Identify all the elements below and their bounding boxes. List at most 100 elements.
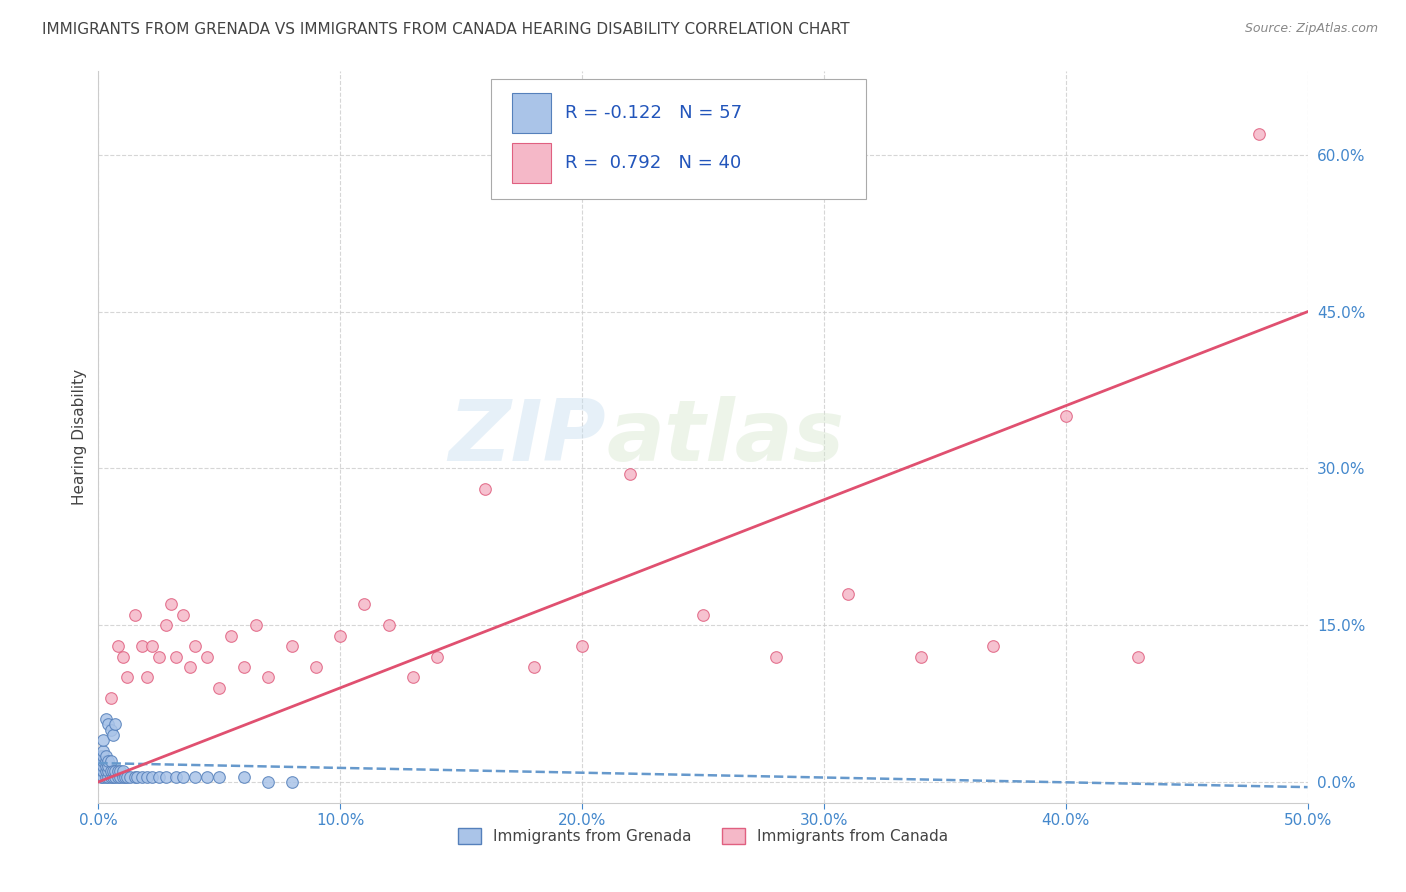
Point [94, 770, 117, 784]
Point [256, 670, 278, 684]
Point [474, 483, 496, 497]
Point [124, 770, 146, 784]
Point [910, 649, 932, 664]
Point [117, 770, 139, 784]
Point [765, 649, 787, 664]
Point [377, 618, 399, 632]
Point [104, 717, 127, 731]
Point [1128, 649, 1150, 664]
Point [100, 691, 122, 706]
Point [221, 629, 243, 643]
Point [571, 639, 593, 653]
Point [91, 770, 114, 784]
Point [91, 759, 114, 773]
Point [97, 764, 120, 779]
Point [90, 770, 112, 784]
Point [117, 670, 139, 684]
Point [172, 607, 194, 622]
Point [94, 712, 117, 726]
Point [107, 639, 129, 653]
Text: atlas: atlas [606, 395, 845, 479]
Point [141, 770, 163, 784]
Point [91, 764, 114, 779]
Point [100, 754, 122, 768]
Point [111, 649, 134, 664]
Point [281, 639, 304, 653]
Point [160, 597, 183, 611]
Text: ZIP: ZIP [449, 395, 606, 479]
Point [104, 770, 127, 784]
Point [91, 733, 114, 747]
Point [165, 770, 187, 784]
Point [981, 639, 1004, 653]
Point [97, 717, 120, 731]
Point [148, 770, 170, 784]
Point [101, 764, 124, 779]
Point [619, 467, 641, 481]
Point [329, 629, 352, 643]
Point [118, 770, 141, 784]
Point [97, 754, 120, 768]
Point [111, 764, 134, 779]
Point [107, 770, 129, 784]
Point [523, 660, 546, 674]
Point [305, 660, 328, 674]
Point [97, 770, 120, 784]
Point [135, 770, 157, 784]
Point [90, 759, 112, 773]
Point [1249, 127, 1271, 141]
Text: IMMIGRANTS FROM GRENADA VS IMMIGRANTS FROM CANADA HEARING DISABILITY CORRELATION: IMMIGRANTS FROM GRENADA VS IMMIGRANTS FR… [42, 22, 849, 37]
Legend: Immigrants from Grenada, Immigrants from Canada: Immigrants from Grenada, Immigrants from… [451, 822, 955, 850]
Point [108, 764, 131, 779]
Point [232, 660, 254, 674]
Point [281, 775, 304, 789]
Point [107, 764, 129, 779]
Point [195, 649, 218, 664]
Point [108, 770, 131, 784]
Point [135, 670, 157, 684]
Point [131, 770, 153, 784]
Point [195, 770, 218, 784]
Point [155, 618, 177, 632]
Point [94, 764, 117, 779]
Point [114, 770, 136, 784]
Point [232, 770, 254, 784]
Point [94, 748, 117, 763]
Point [101, 728, 124, 742]
Point [692, 607, 714, 622]
Point [172, 770, 194, 784]
Point [148, 649, 170, 664]
Point [141, 639, 163, 653]
Point [100, 764, 122, 779]
Text: R = -0.122   N = 57: R = -0.122 N = 57 [565, 104, 742, 122]
Point [353, 597, 375, 611]
Point [256, 775, 278, 789]
Point [94, 759, 117, 773]
Point [245, 618, 267, 632]
FancyBboxPatch shape [512, 93, 551, 133]
Point [104, 764, 127, 779]
Point [90, 764, 112, 779]
FancyBboxPatch shape [492, 78, 866, 200]
Point [184, 770, 207, 784]
Point [179, 660, 201, 674]
Point [1054, 409, 1077, 424]
Point [100, 770, 122, 784]
Point [208, 770, 231, 784]
Point [127, 770, 149, 784]
Point [426, 649, 449, 664]
Point [402, 670, 425, 684]
Point [124, 607, 146, 622]
Point [91, 743, 114, 757]
Point [155, 770, 177, 784]
Point [91, 754, 114, 768]
Point [91, 748, 114, 763]
Text: Source: ZipAtlas.com: Source: ZipAtlas.com [1244, 22, 1378, 36]
Point [90, 754, 112, 768]
Point [184, 639, 207, 653]
Point [208, 681, 231, 695]
Point [90, 748, 112, 763]
Point [101, 770, 124, 784]
Point [97, 759, 120, 773]
Text: R =  0.792   N = 40: R = 0.792 N = 40 [565, 153, 741, 172]
